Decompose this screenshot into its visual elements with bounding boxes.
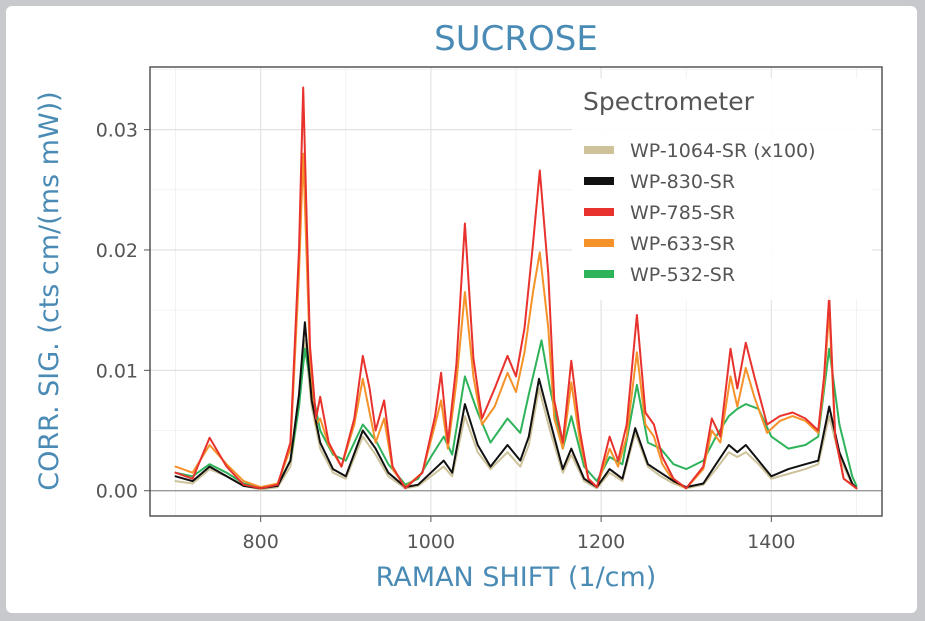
legend-title: Spectrometer: [583, 87, 755, 116]
legend-swatch: [584, 208, 614, 216]
series-line: [174, 152, 858, 490]
legend-box: [572, 78, 872, 300]
legend: Spectrometer WP-1064-SR (x100) WP-830-SR W…: [572, 78, 872, 300]
series-layer: [174, 86, 858, 491]
legend-label: WP-532-SR: [630, 264, 735, 286]
series-line: [174, 339, 858, 489]
y-axis-ticks: 0.00 0.01 0.02 0.03: [96, 120, 150, 503]
series-line: [174, 321, 858, 490]
plot-border: [149, 66, 883, 517]
x-tick-label: 800: [243, 531, 279, 553]
legend-label: WP-1064-SR (x100): [630, 140, 816, 162]
legend-swatch: [584, 270, 614, 278]
y-tick-label: 0.00: [96, 481, 138, 503]
series-line: [174, 339, 858, 491]
y-axis-title: CORR. SIG. (cts cm/(ms mW)): [34, 91, 65, 490]
x-axis-ticks: 800 1000 1200 1400: [243, 516, 796, 553]
chart-title: SUCROSE: [434, 19, 598, 59]
y-tick-label: 0.02: [96, 240, 138, 262]
legend-label: WP-633-SR: [630, 233, 735, 255]
legend-swatch: [584, 177, 614, 185]
y-tick-label: 0.03: [96, 120, 138, 142]
legend-swatch: [584, 146, 614, 154]
x-tick-label: 1200: [577, 531, 625, 553]
series-line: [174, 86, 858, 490]
legend-swatch: [584, 239, 614, 247]
x-axis-title: RAMAN SHIFT (1/cm): [376, 562, 657, 593]
legend-label: WP-785-SR: [630, 202, 735, 224]
x-tick-label: 1000: [407, 531, 455, 553]
x-tick-label: 1400: [747, 531, 795, 553]
y-tick-label: 0.01: [96, 360, 138, 382]
legend-label: WP-830-SR: [630, 171, 735, 193]
